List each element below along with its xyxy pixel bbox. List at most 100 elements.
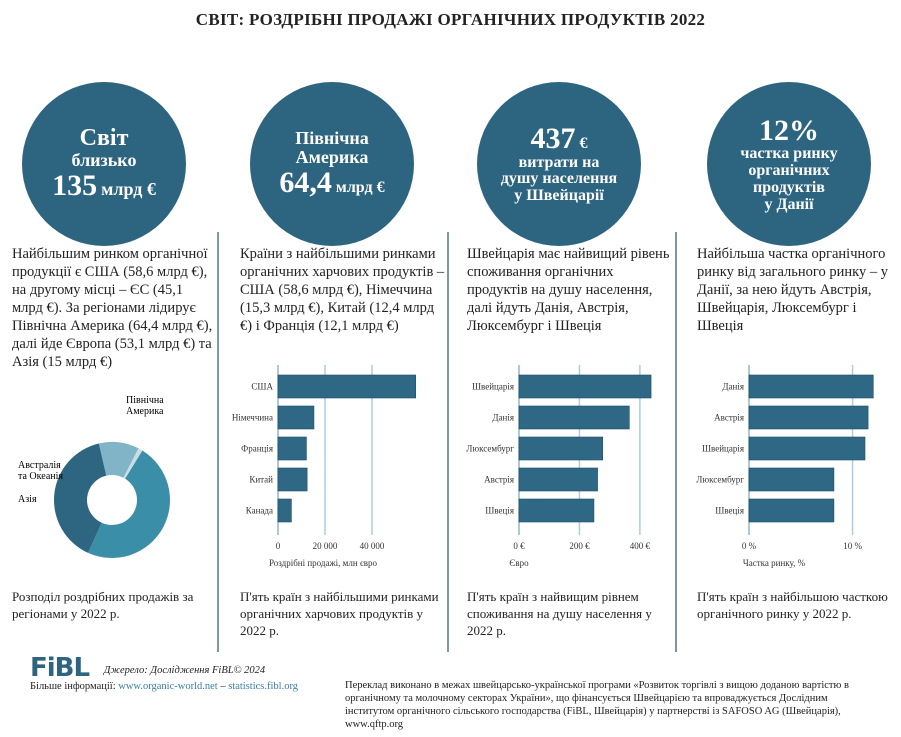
category-label: Франція	[241, 444, 273, 454]
circle-line: у Данії	[764, 195, 814, 213]
circle-line: Світ	[79, 125, 129, 152]
bar	[748, 498, 835, 523]
bar	[748, 436, 866, 461]
bar	[277, 405, 315, 430]
stat-circle: Світ близько 135 млрд €	[22, 82, 186, 246]
separator: –	[217, 681, 229, 692]
donut-slice	[98, 442, 139, 478]
category-label: Австрія	[714, 413, 744, 423]
slice-label: та Океанія	[18, 471, 63, 482]
bar	[748, 405, 869, 430]
source-text: Джерело: Дослідження FiBL© 2024	[103, 665, 266, 676]
bar-chart-market-share: 0 % 10 % Данія Австрія Швейцарія Люксембург Шв…	[696, 365, 874, 568]
tick-label: 20 000	[313, 541, 338, 551]
category-label: Швейцарія	[472, 382, 514, 392]
link-organic-world[interactable]: www.organic-world.net	[118, 681, 218, 692]
circle-line: у Швейцарії	[514, 187, 604, 205]
bar	[518, 467, 598, 492]
stat-circle: 12% частка ринку органічних продуктів у …	[707, 82, 871, 246]
tick-label: 400 €	[630, 541, 651, 551]
divider	[675, 232, 677, 652]
panel-north-america: Північна Америка 64,4 млрд € Країни з на…	[228, 60, 448, 640]
circle-line: продуктів	[753, 178, 825, 196]
donut-slice	[53, 443, 107, 553]
bar	[277, 436, 307, 461]
panel-text: Найбільшим ринком органічної продукції є…	[12, 246, 213, 370]
stat-circle: 437 € витрати на душу населення у Швейца…	[477, 82, 641, 246]
category-label: Китай	[249, 475, 273, 485]
circle-value: 437	[530, 122, 576, 156]
tick-label: 0 %	[742, 541, 757, 551]
circle-line: близько	[71, 150, 137, 171]
chart-caption: П'ять країн з найбільшими ринками органі…	[240, 589, 439, 638]
panel-denmark: 12% частка ринку органічних продуктів у …	[685, 60, 901, 640]
donut-slice	[123, 448, 143, 479]
category-label: Данія	[722, 382, 744, 392]
footer-left: FiBL Джерело: Дослідження FiBL© 2024 Біл…	[30, 655, 299, 693]
tick-label: 0 €	[513, 541, 525, 551]
tick-label: 200 €	[569, 541, 590, 551]
category-label: Швейцарія	[702, 444, 744, 454]
tick-label: 0	[276, 541, 281, 551]
axis-title: Євро	[509, 558, 529, 568]
more-info-label: Більше інформації:	[30, 681, 116, 692]
category-label: Люксембург	[466, 444, 514, 454]
category-label: Німеччина	[232, 413, 273, 423]
circle-line: Північна	[295, 128, 369, 149]
category-label: Люксембург	[696, 475, 744, 485]
circle-line: Америка	[295, 147, 369, 168]
bar	[518, 436, 604, 461]
slice-label: Америка	[126, 406, 164, 417]
category-label: США	[251, 382, 273, 392]
donut-slice	[88, 450, 171, 559]
bar	[277, 467, 308, 492]
category-label: Швеція	[715, 506, 744, 516]
slice-label: Австралія	[18, 460, 61, 471]
bar-chart-per-capita: 0 € 200 € 400 € Швейцарія Данія Люксембург Авс…	[466, 365, 652, 568]
circle-line: витрати на	[518, 153, 600, 171]
slice-label: Північна	[126, 395, 164, 406]
circle-value: 135	[52, 169, 98, 203]
chart-caption: Розподіл роздрібних продажів за регіонам…	[12, 589, 194, 621]
circle-unit: млрд €	[101, 179, 156, 200]
tick-label: 10 %	[843, 541, 862, 551]
category-label: Швеція	[485, 506, 514, 516]
stat-circle: Північна Америка 64,4 млрд €	[250, 82, 414, 246]
divider	[447, 232, 449, 652]
link-statistics[interactable]: statistics.fibl.org	[228, 681, 299, 692]
category-label: Канада	[246, 506, 273, 516]
tick-label: 40 000	[360, 541, 385, 551]
footer-note: Переклад виконано в межах швейцарсько-ук…	[345, 680, 849, 730]
category-label: Данія	[492, 413, 514, 423]
chart-caption: П'ять країн з найвищим рівнем споживання…	[467, 589, 652, 638]
bar-chart-countries: 0 20 000 40 000 США Німеччина Франція Китай Кан…	[232, 365, 417, 568]
page-title: СВІТ: РОЗДРІБНІ ПРОДАЖІ ОРГАНІЧНИХ ПРОДУ…	[195, 10, 706, 29]
bar	[277, 374, 417, 399]
panel-text: Швейцарія має найвищий рівень споживання…	[467, 246, 670, 334]
circle-unit: €	[579, 135, 588, 153]
circle-line: органічних	[748, 161, 830, 179]
bar	[748, 374, 874, 399]
circle-unit: млрд €	[335, 179, 385, 197]
circle-line: частка ринку	[740, 145, 838, 163]
axis-title: Роздрібні продажі, млн євро	[269, 558, 378, 568]
circle-value: 64,4	[279, 166, 332, 200]
bar	[748, 467, 835, 492]
bar	[518, 405, 630, 430]
bar	[518, 374, 652, 399]
panel-text: Найбільша частка органічного ринку від з…	[697, 246, 888, 334]
axis-title: Частка ринку, %	[743, 558, 806, 568]
slice-label: Азія	[18, 494, 37, 505]
panel-switzerland: 437 € витрати на душу населення у Швейца…	[455, 60, 675, 640]
category-label: Австрія	[484, 475, 514, 485]
divider	[217, 232, 219, 652]
circle-value: 12%	[759, 113, 819, 147]
panel-text: Країни з найбільшими ринками органічних …	[240, 246, 445, 334]
donut-chart: ПівнічнаАмерикаЄвропаАзіяАвстраліята Оке…	[18, 395, 171, 559]
bar	[277, 498, 292, 523]
fibl-logo: FiBL	[30, 653, 90, 683]
panel-world: Світ близько 135 млрд € Найбільшим ринко…	[0, 60, 220, 640]
circle-line: душу населення	[500, 170, 618, 188]
bar	[518, 498, 595, 523]
chart-caption: П'ять країн з найбільшою часткою органіч…	[697, 589, 888, 621]
